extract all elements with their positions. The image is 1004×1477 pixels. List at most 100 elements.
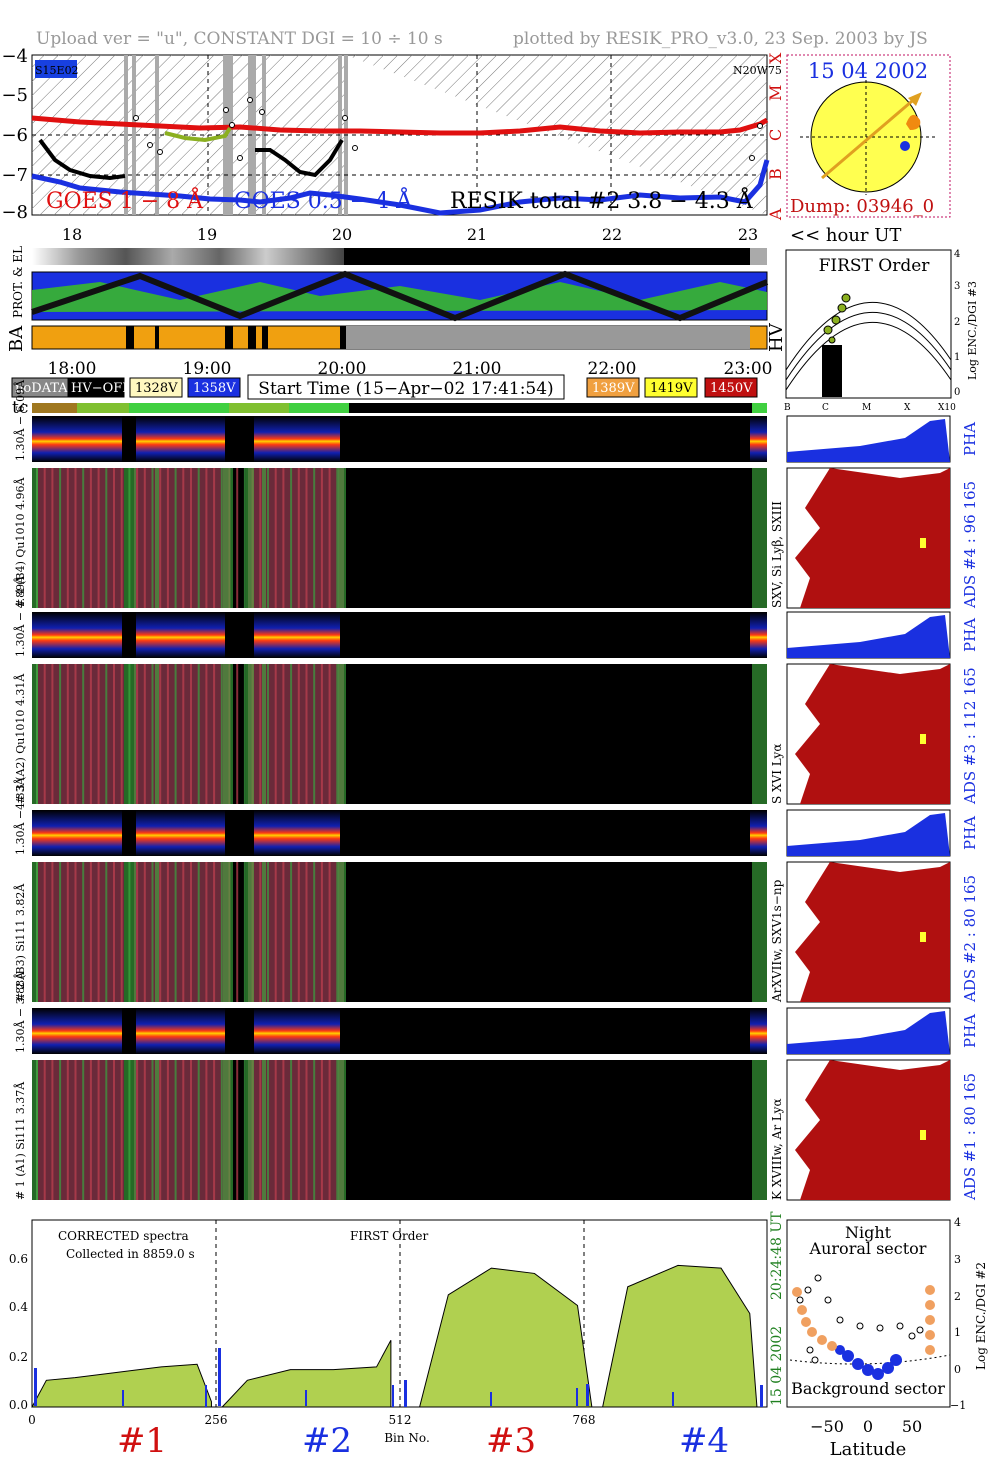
legend-goes-short: GOES 0.5 − 4 Å xyxy=(234,186,413,214)
spectrogram-stripe xyxy=(43,468,46,608)
svg-text:−4: −4 xyxy=(1,46,28,67)
spectrogram-stripe xyxy=(105,664,108,804)
spectrogram-stripe xyxy=(213,468,216,608)
emission-lines-label: SXV, Si Lyβ, SXIII xyxy=(770,501,784,608)
first-order-points xyxy=(823,293,851,344)
ads-histogram xyxy=(795,1060,950,1200)
spectrogram-stripe xyxy=(328,862,331,1002)
spectrogram-stripe xyxy=(97,862,100,1002)
svg-text:21:00: 21:00 xyxy=(453,359,502,379)
spectrum-blue-spikes xyxy=(34,1348,763,1407)
spectrogram-stripe xyxy=(43,862,46,1002)
spectrogram-gap xyxy=(752,664,767,804)
pha-label: PHA xyxy=(961,618,979,652)
spectrogram-stripe xyxy=(89,1060,92,1200)
spectrogram-gap xyxy=(124,1060,136,1200)
spectrogram-stripe xyxy=(143,1060,146,1200)
pha-histogram xyxy=(787,1011,950,1054)
emission-lines-label: K XVIIIw, Ar Lyα xyxy=(770,1098,784,1200)
spectrogram-stripe xyxy=(74,1060,77,1200)
spectrogram-stripe xyxy=(320,664,323,804)
svg-text:X: X xyxy=(904,403,911,413)
svg-text:19: 19 xyxy=(197,225,217,244)
spectrogram-stripe xyxy=(151,468,154,608)
svg-text:22:00: 22:00 xyxy=(588,359,637,379)
spectrogram-stripe xyxy=(267,862,269,1002)
spectrogram-gap xyxy=(223,862,233,1002)
spectrogram-gap xyxy=(262,468,266,608)
spectrogram-stripe xyxy=(74,468,77,608)
pha-strip-band xyxy=(254,612,340,658)
svg-text:−7: −7 xyxy=(1,165,28,186)
sun-arrow-head xyxy=(908,92,922,106)
channel-main-label: # 3 (A2) Qu1010 4.31Å xyxy=(13,673,27,804)
ads-label: ADS #2 : 80 165 xyxy=(961,875,979,1003)
svg-text:50: 50 xyxy=(902,1417,922,1436)
svg-text:B: B xyxy=(784,403,791,413)
svg-text:0: 0 xyxy=(954,1363,961,1376)
pha-strip-band xyxy=(32,612,122,658)
pha-strip-band xyxy=(32,1008,122,1054)
spectrogram-stripe xyxy=(297,1060,300,1200)
emission-lines-label: ArXVIIw, SXV1s−np xyxy=(770,879,784,1003)
spectrogram-stripe xyxy=(151,862,154,1002)
svg-text:0: 0 xyxy=(28,1413,36,1427)
spectrogram-stripe xyxy=(59,664,62,804)
spectrogram-stripe xyxy=(282,664,285,804)
spectrogram-stripe xyxy=(282,1060,285,1200)
svg-text:−50: −50 xyxy=(810,1417,844,1436)
svg-text:−8: −8 xyxy=(1,202,28,223)
pha-histogram xyxy=(787,813,950,856)
channels-layer: 1.30Å − 6.09Å # 4 (B4) Qu1010 4.96Å PHA SXV… xyxy=(13,379,979,1201)
spectrogram-stripe xyxy=(290,1060,293,1200)
emission-lines-label: S XVI Lyα xyxy=(770,744,784,804)
svg-text:23:00: 23:00 xyxy=(724,359,773,379)
latitude-xlabel: Latitude xyxy=(830,1439,907,1460)
spectrogram-stripe xyxy=(66,664,69,804)
goes-resik-points xyxy=(133,97,763,161)
spectrogram-stripe xyxy=(105,862,108,1002)
svg-text:0.0: 0.0 xyxy=(9,1398,28,1412)
legend-1389-text: 1389V xyxy=(592,381,635,396)
spectrogram-stripe xyxy=(236,1060,239,1200)
spectrogram-stripe xyxy=(313,468,316,608)
spectrogram-noise xyxy=(36,664,124,804)
spectrogram-gap xyxy=(155,664,159,804)
svg-text:3: 3 xyxy=(954,1253,961,1266)
spectrogram-gap xyxy=(752,468,767,608)
pha-histogram xyxy=(787,615,950,658)
spectrogram-noise xyxy=(36,862,124,1002)
spectrogram-stripe xyxy=(66,862,69,1002)
channel-panel-1: 1.30Å − 3.88Å # 1 (A1) Si111 3.37Å PHA K XV… xyxy=(13,971,979,1201)
latitude-title-3: Background sector xyxy=(791,1379,945,1398)
spectrogram-gap xyxy=(262,1060,266,1200)
goes-short-series xyxy=(31,159,770,216)
spectrogram-stripe xyxy=(213,862,216,1002)
pha-strip-band xyxy=(254,810,340,856)
goes-resik-series xyxy=(38,138,126,181)
spectrogram-gap xyxy=(155,862,159,1002)
channel-label-4: #4 xyxy=(679,1421,729,1461)
channel-main-label: # 2 (B3) Si111 3.82Å xyxy=(13,883,27,1002)
legend-1358-text: 1358V xyxy=(193,381,236,396)
svg-text:2: 2 xyxy=(954,317,960,328)
sun-spot xyxy=(900,141,910,151)
spectrogram-stripe xyxy=(120,1060,123,1200)
spectrogram-gap xyxy=(246,468,254,608)
spectrogram-gap xyxy=(262,664,266,804)
spectrogram-gap xyxy=(262,862,266,1002)
legend-1450 xyxy=(704,377,758,398)
pha-strip-band xyxy=(750,1008,767,1054)
spectrogram-stripe xyxy=(159,862,162,1002)
spectrogram-stripe xyxy=(320,468,323,608)
legend-goes-long: GOES 1 − 8 Å xyxy=(46,186,204,214)
spectrogram-stripe xyxy=(143,862,146,1002)
spectrogram-noise xyxy=(134,862,230,1002)
spectrogram-stripe xyxy=(182,468,185,608)
spectrogram-noise xyxy=(134,468,230,608)
spectrum-note-3: FIRST Order xyxy=(350,1229,428,1243)
spectrogram-noise xyxy=(134,664,230,804)
pha-range-label: 1.30Å − 3.88Å xyxy=(13,971,27,1053)
svg-text:0.2: 0.2 xyxy=(9,1350,28,1364)
spectrogram-stripe xyxy=(290,862,293,1002)
